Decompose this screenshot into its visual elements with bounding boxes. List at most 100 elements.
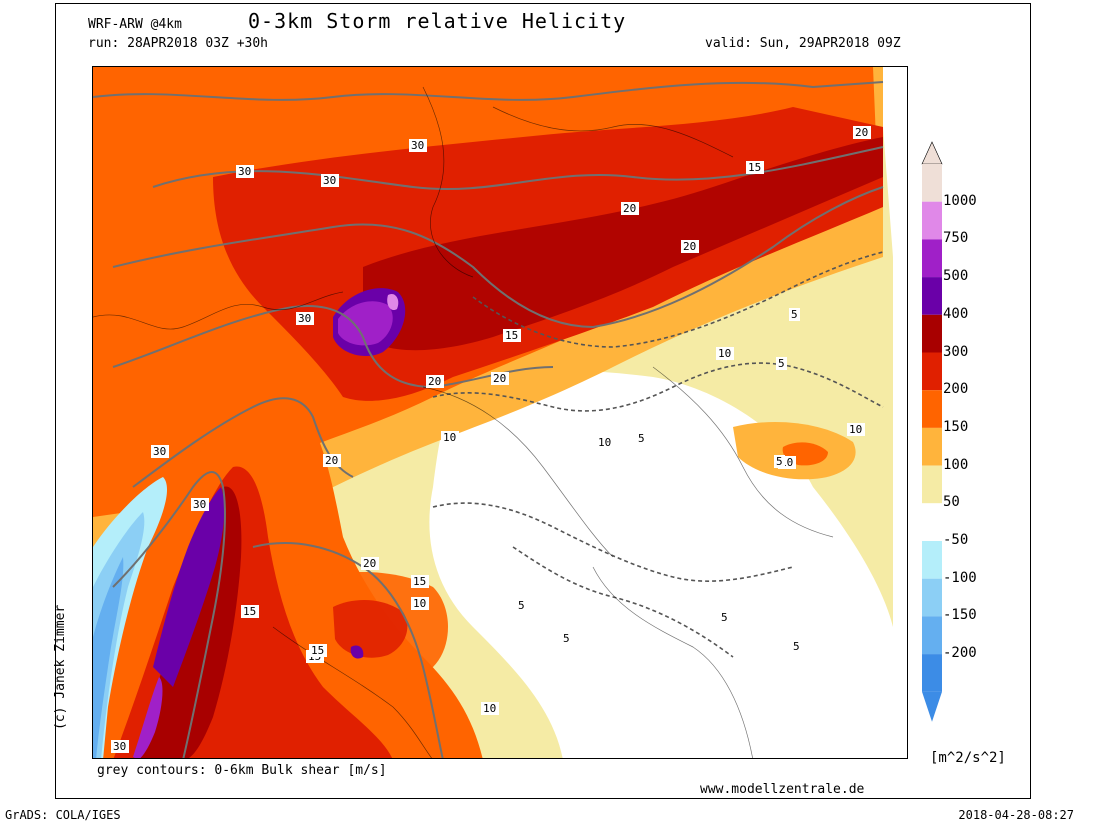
contour-label-bg [361,557,379,570]
sw-helicity-400-band [153,487,225,687]
colorbar-tick-label: -50 [943,532,969,548]
colorbar [921,141,943,722]
contour-labels: 3030303030303020202020202020151515151515… [111,126,871,753]
colorbar-segment [922,541,942,579]
contour-label: 15 [311,644,324,657]
contour-label-bg [681,240,699,253]
contour-label-bg [561,632,572,645]
coastline-baltic [492,106,734,158]
website-label: www.modellzentrale.de [700,782,865,797]
contour-label-bg [719,611,730,624]
shear-contour-30-a [112,305,554,389]
contour-label: 30 [238,165,251,178]
contour-label: 5 [791,308,798,321]
colorbar-segment [922,352,942,391]
coastline-adriatic [592,566,753,758]
contour-label-bg [323,454,341,467]
colorbar-tick-label: 400 [943,305,969,322]
contour-label: 20 [325,454,338,467]
colorbar-tick-label: 1000 [943,192,977,209]
contour-label-bg [411,597,429,610]
contour-label-bg [411,575,429,588]
contour-label-bg [426,375,444,388]
colorbar-tick-label: 300 [943,343,969,360]
contour-label: 20 [623,202,636,215]
contour-label: 20 [855,126,868,139]
valid-label: valid: Sun, 29APR2018 09Z [705,36,901,51]
colorbar-segment [922,427,942,466]
contour-label: 5 [776,455,783,468]
neg-helicity-150-region [93,557,124,758]
contour-label: 15 [243,605,256,618]
colorbar-segment [922,654,942,692]
dashed-contour-20 [472,251,884,348]
contour-label-bg [296,312,314,325]
helicity-750-spot [387,293,399,311]
contour-label-bg [309,644,327,657]
helicity-500-core [338,301,393,346]
author-credit: (c) Janek Zimmer [53,604,68,730]
contour-label-bg [481,702,499,715]
contour-label-bg [236,165,254,178]
bulk-shear-contours [93,81,884,758]
contour-label-bg [596,436,614,449]
contour-label-bg [111,740,129,753]
shear-dashed-contours [432,251,884,658]
contour-note: grey contours: 0-6km Bulk shear [m/s] [97,763,387,778]
contour-label: 10 [413,597,426,610]
contour-label-bg [847,423,865,436]
dashed-contour-15 [432,362,884,412]
colorbar-tick-label: 150 [943,418,969,435]
footer-timestamp: 2018-04-28-08:27 [958,808,1074,822]
map-title: 0-3km Storm relative Helicity [248,9,627,33]
contour-label: 30 [298,312,311,325]
contour-label: 30 [153,445,166,458]
contour-label: 5 [638,432,645,445]
coastline-north [93,291,344,330]
contour-label: 10 [598,436,611,449]
coastlines-borders [93,86,834,758]
contour-label-bg [503,329,521,342]
contour-label: 20 [363,557,376,570]
helicity-map: 3030303030303020202020202020151515151515… [92,66,908,759]
contour-label-bg [636,432,647,445]
contour-label-bg [191,498,209,511]
contour-label: 10 [718,347,731,360]
colorbar-segment [922,503,942,541]
colorbar-segment [922,465,942,504]
contour-label: 15 [413,575,426,588]
footer-software: GrADS: COLA/IGES [5,808,121,822]
contour-label: 5 [793,640,800,653]
colorbar-segment [922,201,942,240]
contour-label-bg [789,308,800,321]
contour-label-bg [774,455,785,468]
contour-label: 30 [193,498,206,511]
colorbar-units: [m^2/s^2] [930,750,1006,766]
colorbar-bottom-cap [922,691,942,722]
contour-label: 15 [748,161,761,174]
colorbar-segment [922,390,942,428]
contour-label-bg [853,126,871,139]
dashed-contour-10 [432,502,794,582]
shear-contour-30-c [112,471,226,758]
contour-label: 15 [505,329,518,342]
contour-label: 20 [683,240,696,253]
run-label: run: 28APR2018 03Z +30h [88,36,269,51]
contour-label-bg [441,431,459,444]
contour-label-bg [716,347,734,360]
contour-label-bg [746,161,764,174]
contour-label-bg [321,174,339,187]
contour-label: 10 [849,423,862,436]
contour-label: 20 [493,372,506,385]
shear-contour-30-b [132,397,354,488]
colorbar-tick-label: 750 [943,230,969,247]
contour-label-bg [241,605,259,618]
contour-label-bg [409,139,427,152]
contour-label-bg [151,445,169,458]
border-line-east [652,366,834,538]
contour-label: 20 [428,375,441,388]
shear-contour-20-north [93,81,884,101]
contour-label-group: 3030303030303020202020202020151515151515… [111,126,871,753]
colorbar-tick-label: -150 [943,607,977,624]
shear-contour-20 [112,186,884,329]
